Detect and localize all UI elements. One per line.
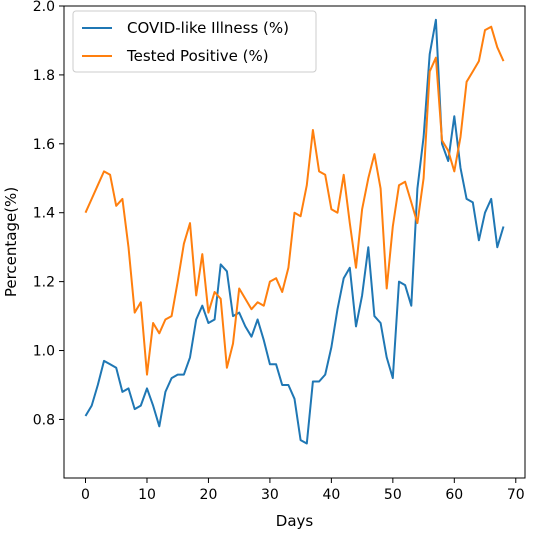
legend-box [72, 10, 317, 73]
y-axis-label: Percentage(%) [2, 187, 20, 297]
y-tick-label: 1.8 [33, 68, 55, 84]
x-tick-label: 20 [200, 487, 218, 503]
series-line-covid-like-illness [84, 18, 505, 445]
x-axis-label: Days [276, 512, 314, 530]
y-tick-label: 1.6 [33, 137, 55, 153]
y-tick-label: 1.2 [33, 275, 55, 291]
x-tick-label: 30 [261, 487, 279, 503]
plot-frame [63, 5, 526, 479]
y-tick-label: 1.0 [33, 344, 55, 360]
x-tick-label: 0 [81, 487, 90, 503]
x-tick-label: 10 [138, 487, 156, 503]
x-axis: 0 10 20 30 40 50 60 70 [81, 478, 525, 503]
x-tick-label: 60 [445, 487, 463, 503]
x-tick-label: 70 [507, 487, 525, 503]
series-layer [84, 18, 505, 445]
plot-area [63, 5, 526, 479]
y-axis: 0.8 1.0 1.2 1.4 1.6 1.8 2.0 [33, 0, 64, 428]
x-tick-label: 40 [322, 487, 340, 503]
x-tick-label: 50 [384, 487, 402, 503]
legend-label-tested-positive: Tested Positive (%) [126, 47, 269, 65]
y-tick-label: 2.0 [33, 0, 55, 15]
series-line-tested-positive [84, 25, 505, 376]
y-tick-label: 1.4 [33, 206, 55, 222]
y-tick-label: 0.8 [33, 412, 55, 428]
legend: COVID-like Illness (%) Tested Positive (… [72, 10, 317, 73]
legend-label-covid-like-illness: COVID-like Illness (%) [127, 19, 289, 37]
